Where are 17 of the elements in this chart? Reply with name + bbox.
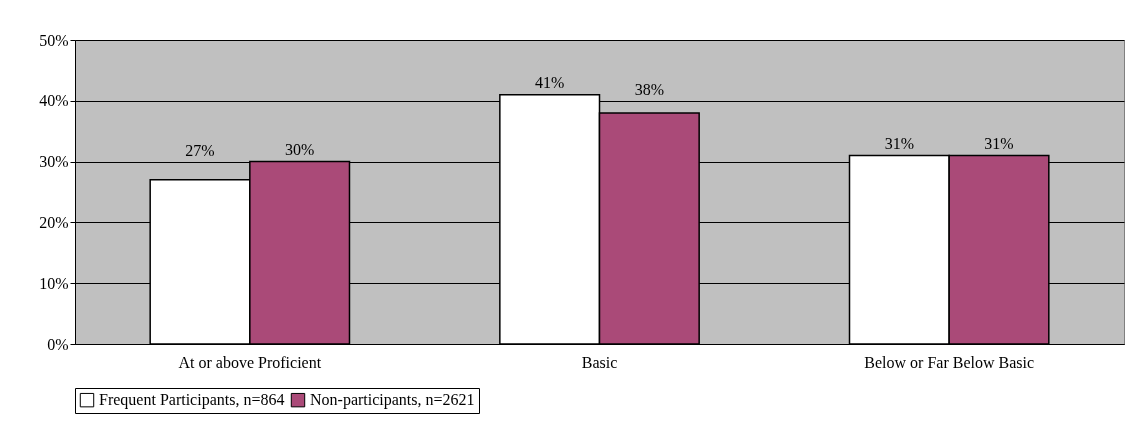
x-tick-label: Basic	[581, 353, 618, 371]
data-label: 41%	[535, 73, 565, 91]
data-label: 31%	[884, 134, 914, 152]
data-label: 27%	[185, 141, 215, 159]
legend-label: Non-participants, n=2621	[310, 391, 475, 410]
data-label: 31%	[984, 134, 1014, 152]
y-tick-label: 0%	[47, 335, 69, 353]
data-label: 38%	[634, 80, 664, 98]
x-tick-label: At or above Proficient	[178, 353, 322, 371]
y-tick-label: 10%	[39, 274, 69, 292]
legend-label: Frequent Participants, n=864	[99, 391, 285, 410]
y-tick-label: 50%	[39, 31, 69, 49]
y-tick-label: 20%	[39, 213, 69, 231]
y-tick-label: 40%	[39, 92, 69, 110]
data-label: 30%	[285, 140, 315, 158]
y-tick-label: 30%	[39, 153, 69, 171]
x-tick-label: Below or Far Below Basic	[864, 353, 1035, 371]
